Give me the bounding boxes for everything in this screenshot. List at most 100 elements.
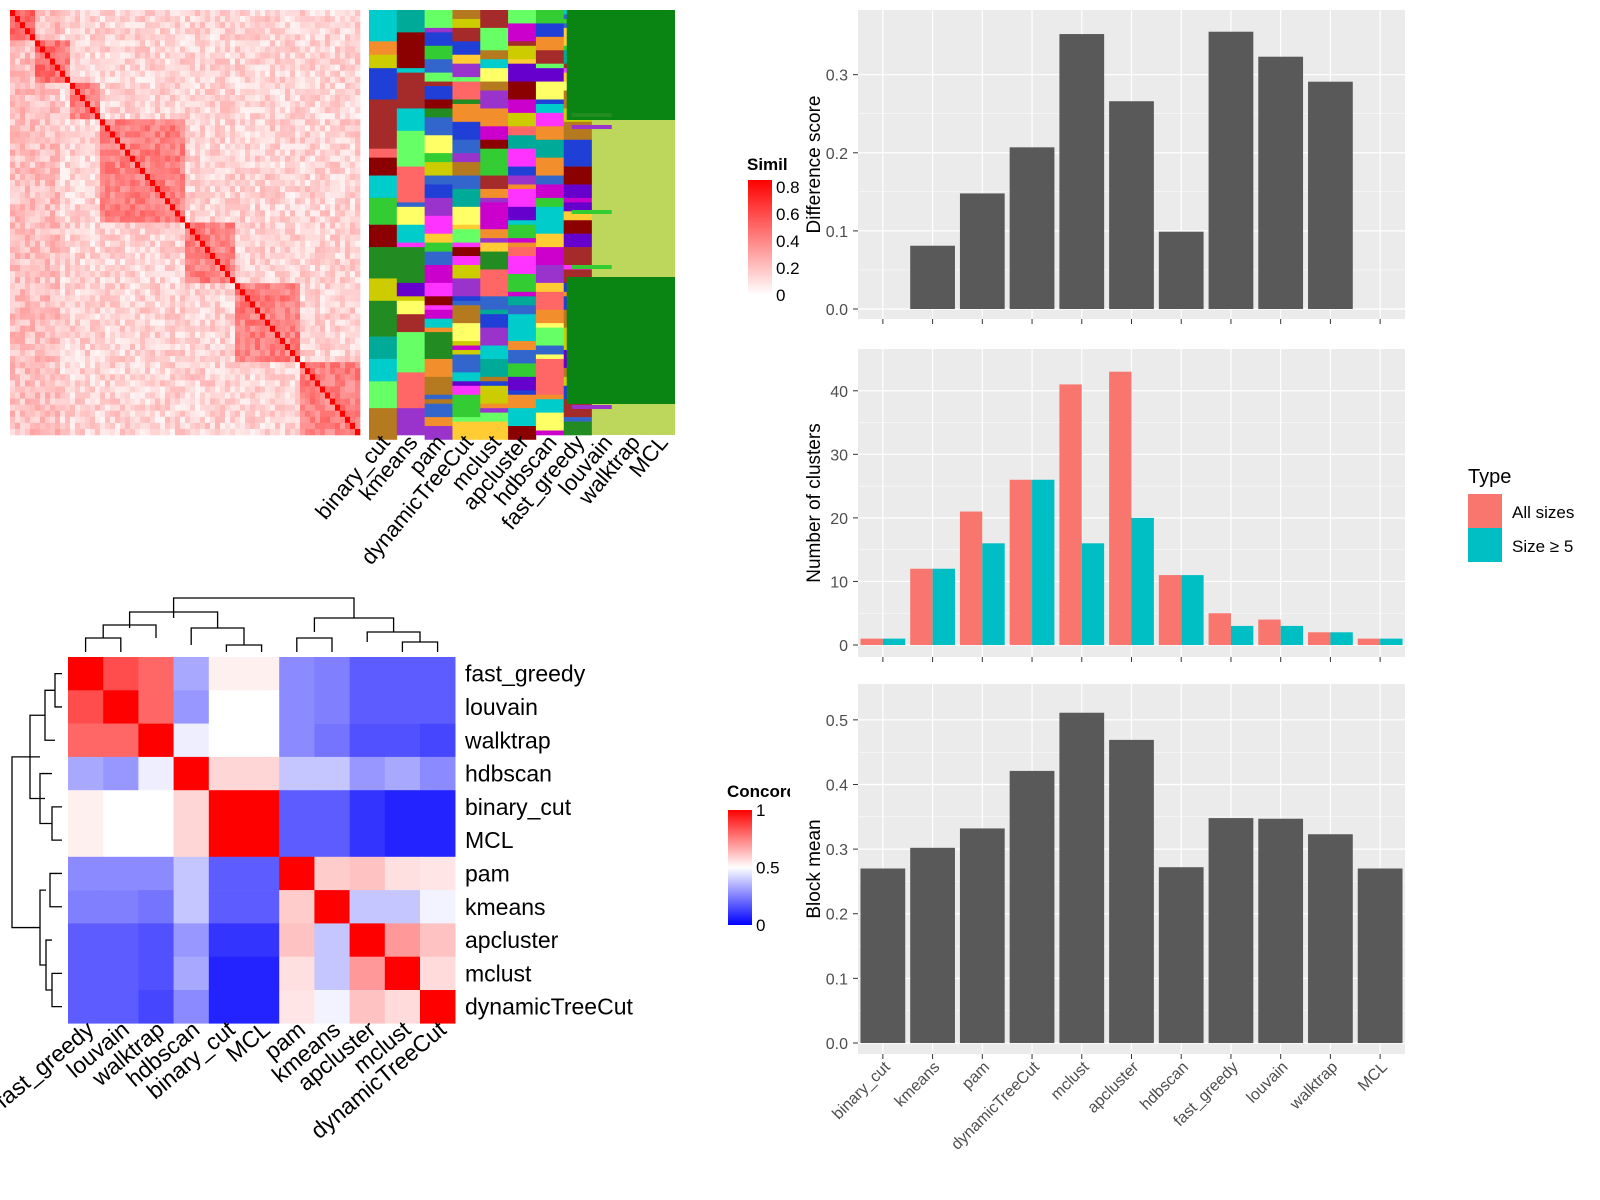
similarity-cell: [335, 265, 341, 272]
similarity-cell: [110, 131, 116, 138]
similarity-cell: [60, 343, 66, 351]
similarity-cell: [190, 331, 196, 339]
similarity-cell: [270, 428, 276, 436]
similarity-cell: [295, 265, 301, 272]
similarity-cell: [330, 386, 336, 393]
similarity-cell: [40, 167, 46, 175]
similarity-cell: [90, 155, 96, 163]
similarity-cell: [125, 234, 131, 242]
similarity-cell: [295, 95, 301, 102]
similarity-cell: [315, 258, 321, 266]
similarity-cell: [345, 337, 351, 345]
similarity-cell: [200, 101, 206, 108]
similarity-cell: [30, 216, 36, 223]
similarity-cell: [10, 386, 16, 393]
similarity-cell: [35, 107, 41, 114]
similarity-cell: [240, 325, 246, 333]
similarity-cell: [250, 82, 256, 90]
similarity-cell: [165, 64, 171, 72]
similarity-cell: [40, 301, 46, 308]
similarity-cell: [285, 125, 291, 132]
similarity-cell: [320, 356, 326, 363]
similarity-cell: [105, 16, 111, 23]
similarity-cell: [285, 46, 291, 53]
similarity-cell: [65, 428, 71, 436]
similarity-cell: [335, 131, 341, 138]
similarity-cell: [110, 167, 116, 175]
similarity-cell: [285, 252, 291, 260]
similarity-cell: [105, 167, 111, 175]
similarity-cell: [355, 234, 361, 242]
similarity-cell: [40, 58, 46, 65]
similarity-cell: [20, 398, 26, 405]
similarity-cell: [260, 125, 266, 132]
similarity-cell: [290, 58, 296, 65]
similarity-cell: [330, 76, 336, 84]
similarity-cell: [220, 64, 226, 72]
similarity-cell: [305, 58, 311, 65]
similarity-cell: [80, 137, 86, 144]
similarity-cell: [205, 204, 211, 211]
similarity-cell: [105, 10, 111, 17]
similarity-cell: [125, 277, 131, 284]
similarity-cell: [265, 52, 271, 59]
similarity-cell: [85, 46, 91, 53]
similarity-cell: [340, 313, 346, 320]
similarity-cell: [250, 131, 256, 138]
similarity-cell: [175, 216, 181, 223]
similarity-cell: [240, 186, 246, 193]
similarity-cell: [155, 192, 161, 199]
similarity-cell: [130, 76, 136, 84]
similarity-cell: [135, 173, 141, 181]
similarity-cell: [240, 331, 246, 339]
similarity-cell: [105, 192, 111, 199]
similarity-cell: [120, 173, 126, 181]
similarity-cell: [320, 131, 326, 138]
similarity-cell: [80, 392, 86, 399]
similarity-cell: [225, 313, 231, 320]
similarity-cell: [10, 343, 16, 351]
similarity-cell: [320, 34, 326, 41]
similarity-cell: [45, 337, 51, 345]
similarity-cell: [30, 271, 36, 278]
similarity-cell: [95, 374, 101, 381]
similarity-cell: [200, 76, 206, 84]
similarity-cell: [265, 356, 271, 363]
similarity-cell: [310, 325, 316, 333]
similarity-cell: [205, 398, 211, 405]
similarity-cell: [195, 258, 201, 266]
similarity-cell: [350, 350, 356, 357]
similarity-cell: [105, 58, 111, 65]
membership-cell: [396, 372, 425, 409]
similarity-cell: [40, 265, 46, 272]
similarity-cell: [305, 277, 311, 284]
similarity-cell: [30, 356, 36, 363]
similarity-cell: [250, 350, 256, 357]
similarity-cell: [270, 252, 276, 260]
similarity-cell: [310, 319, 316, 327]
similarity-cell: [330, 295, 336, 302]
similarity-cell: [300, 416, 306, 424]
similarity-cell: [255, 70, 261, 78]
similarity-cell: [195, 368, 201, 375]
similarity-cell: [215, 337, 221, 345]
similarity-cell: [95, 155, 101, 163]
similarity-cell: [115, 295, 121, 302]
similarity-cell: [10, 131, 16, 138]
similarity-cell: [230, 10, 236, 17]
similarity-cell: [195, 173, 201, 181]
similarity-cell: [140, 28, 146, 35]
similarity-cell: [325, 34, 331, 41]
similarity-cell: [125, 325, 131, 333]
similarity-cell: [280, 58, 286, 65]
similarity-cell: [240, 252, 246, 260]
similarity-cell: [340, 113, 346, 120]
similarity-cell: [290, 343, 296, 351]
similarity-cell: [190, 216, 196, 223]
similarity-cell: [40, 337, 46, 345]
similarity-cell: [310, 295, 316, 302]
similarity-cell: [310, 186, 316, 193]
similarity-cell: [255, 246, 261, 254]
similarity-cell: [235, 416, 241, 424]
similarity-cell: [100, 265, 106, 272]
